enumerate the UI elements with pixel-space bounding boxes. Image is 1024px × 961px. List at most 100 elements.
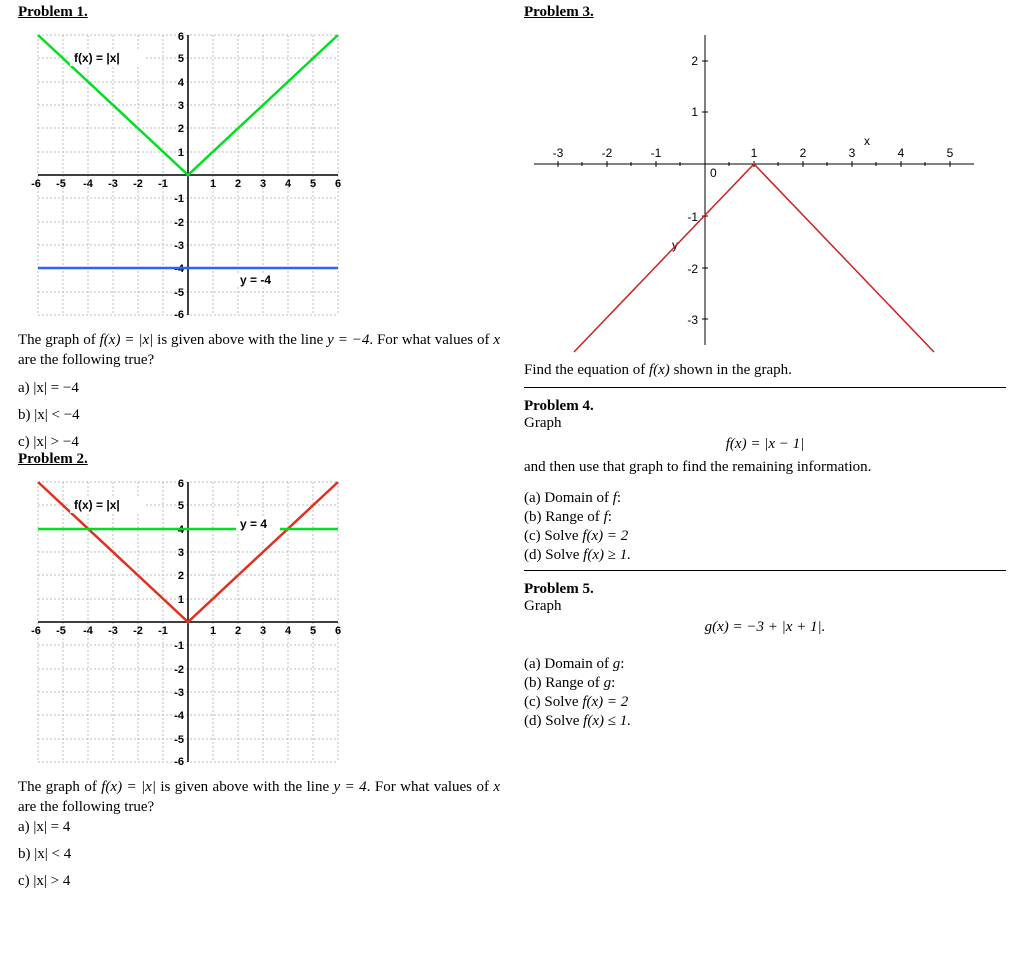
svg-text:2: 2 xyxy=(800,146,807,160)
svg-text:3: 3 xyxy=(178,547,184,559)
svg-text:6: 6 xyxy=(178,31,184,43)
text: : xyxy=(608,509,612,525)
math: f(x) xyxy=(649,362,670,378)
svg-text:1: 1 xyxy=(751,146,758,160)
problem-2-qc: c) |x| > 4 xyxy=(18,873,500,890)
text: (d) Solve xyxy=(524,713,583,729)
column-left: Problem 1. xyxy=(18,0,512,943)
svg-text:-2: -2 xyxy=(174,664,184,676)
page: Problem 1. xyxy=(0,0,1024,961)
svg-text:-2: -2 xyxy=(602,146,613,160)
math: f(x) = 2 xyxy=(582,694,628,710)
svg-text:6: 6 xyxy=(178,478,184,490)
svg-text:y = 4: y = 4 xyxy=(240,517,267,531)
text: . For what values of xyxy=(369,332,493,348)
p4-c: (c) Solve f(x) = 2 xyxy=(524,528,1006,545)
svg-text:-3: -3 xyxy=(174,240,184,252)
math: x xyxy=(493,779,500,795)
divider xyxy=(524,387,1006,388)
svg-text:f(x) = |x|: f(x) = |x| xyxy=(74,498,120,512)
problem-1-qc: c) |x| > −4 xyxy=(18,434,500,451)
text: are the following true? xyxy=(18,799,154,815)
svg-text:-2: -2 xyxy=(687,262,698,276)
problem-2-qb: b) |x| < 4 xyxy=(18,846,500,863)
math: g xyxy=(604,675,612,691)
svg-text:1: 1 xyxy=(210,178,216,190)
svg-text:4: 4 xyxy=(285,178,292,190)
problem-4-after: and then use that graph to find the rema… xyxy=(524,459,1006,476)
text: Find the equation of xyxy=(524,362,649,378)
text: (a) Domain of xyxy=(524,490,613,506)
svg-text:-3: -3 xyxy=(553,146,564,160)
problem-1-qb: b) |x| < −4 xyxy=(18,407,500,424)
svg-text:-6: -6 xyxy=(31,625,41,637)
svg-text:-1: -1 xyxy=(174,193,184,205)
problem-2-caption: The graph of f(x) = |x| is given above w… xyxy=(18,778,500,817)
problem-5-eq: g(x) = −3 + |x + 1|. xyxy=(524,619,1006,636)
svg-text:0: 0 xyxy=(710,166,717,180)
svg-text:5: 5 xyxy=(310,178,316,190)
problem-1-chart: -6 -5 -4 -3 -2 -1 1 2 3 4 5 6 6 5 4 3 2 … xyxy=(18,25,358,325)
problem-4-intro: Graph xyxy=(524,415,1006,432)
math: f(x) ≥ 1. xyxy=(583,547,631,563)
problem-2-qa: a) |x| = 4 xyxy=(18,819,500,836)
math: y = −4 xyxy=(327,332,369,348)
problem-3-caption: Find the equation of f(x) shown in the g… xyxy=(524,361,1006,381)
svg-text:-5: -5 xyxy=(174,287,184,299)
svg-text:4: 4 xyxy=(898,146,905,160)
math: y = 4 xyxy=(334,779,367,795)
svg-text:2: 2 xyxy=(691,54,698,68)
math: f(x) = |x| xyxy=(100,332,154,348)
svg-text:5: 5 xyxy=(178,53,184,65)
svg-text:1: 1 xyxy=(210,625,216,637)
math: f(x) ≤ 1. xyxy=(583,713,631,729)
text: . For what values of xyxy=(367,779,494,795)
problem-1-header: Problem 1. xyxy=(18,4,500,21)
divider xyxy=(524,570,1006,571)
svg-text:2: 2 xyxy=(235,178,241,190)
text: (c) Solve xyxy=(524,528,582,544)
svg-text:f(x) = |x|: f(x) = |x| xyxy=(74,51,120,65)
svg-text:3: 3 xyxy=(260,178,266,190)
svg-text:1: 1 xyxy=(178,594,184,606)
text: (d) Solve xyxy=(524,547,583,563)
svg-text:-3: -3 xyxy=(687,313,698,327)
svg-text:5: 5 xyxy=(310,625,316,637)
p4-b: (b) Range of f: xyxy=(524,509,1006,526)
svg-text:-1: -1 xyxy=(158,178,168,190)
math: f(x) = |x| xyxy=(101,779,156,795)
svg-text:6: 6 xyxy=(335,178,341,190)
problem-3-header: Problem 3. xyxy=(524,4,1006,21)
svg-text:-1: -1 xyxy=(174,640,184,652)
p4-a: (a) Domain of f: xyxy=(524,490,1006,507)
svg-text:1: 1 xyxy=(178,147,184,159)
text: : xyxy=(611,675,615,691)
svg-text:-6: -6 xyxy=(31,178,41,190)
svg-text:2: 2 xyxy=(178,570,184,582)
svg-text:2: 2 xyxy=(235,625,241,637)
svg-text:4: 4 xyxy=(285,625,292,637)
svg-text:6: 6 xyxy=(335,625,341,637)
problem-5-intro: Graph xyxy=(524,598,1006,615)
svg-text:-6: -6 xyxy=(174,309,184,321)
svg-text:-1: -1 xyxy=(651,146,662,160)
text: (b) Range of xyxy=(524,509,604,525)
text: (a) Domain of xyxy=(524,656,613,672)
problem-3-chart: -3 -2 -1 1 2 3 4 5 2 1 -1 -2 -3 0 x y xyxy=(524,25,984,355)
problem-5-subquestions: (a) Domain of g: (b) Range of g: (c) Sol… xyxy=(524,656,1006,730)
p5-a: (a) Domain of g: xyxy=(524,656,1006,673)
svg-text:-2: -2 xyxy=(133,625,143,637)
svg-text:3: 3 xyxy=(849,146,856,160)
text: shown in the graph. xyxy=(670,362,792,378)
svg-text:2: 2 xyxy=(178,123,184,135)
math: f(x) = 2 xyxy=(582,528,628,544)
text: The graph of xyxy=(18,779,101,795)
svg-text:-1: -1 xyxy=(158,625,168,637)
text: are the following true? xyxy=(18,352,154,368)
problem-2-header: Problem 2. xyxy=(18,451,500,468)
svg-text:-5: -5 xyxy=(174,734,184,746)
problem-5-header: Problem 5. xyxy=(524,581,1006,598)
p4-d: (d) Solve f(x) ≥ 1. xyxy=(524,547,1006,564)
svg-text:-4: -4 xyxy=(83,625,94,637)
p5-b: (b) Range of g: xyxy=(524,675,1006,692)
